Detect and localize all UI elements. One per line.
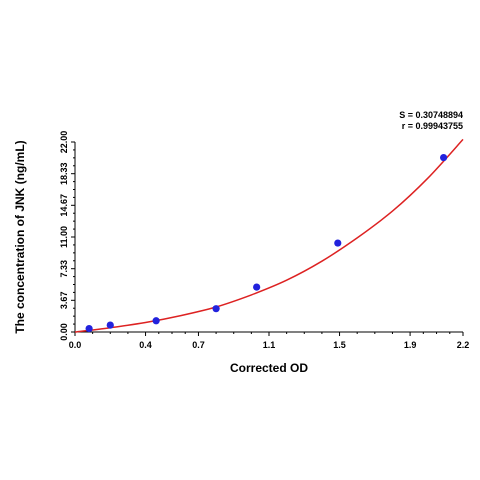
x-tick-label: 0.4 <box>139 340 152 350</box>
data-point <box>212 305 220 313</box>
data-point <box>152 317 160 325</box>
y-tick-label: 18.33 <box>59 162 69 185</box>
data-point <box>85 324 93 333</box>
y-ticks: 0.00 3.67 7.33 11.00 14.67 18.33 22.00 <box>59 131 75 341</box>
y-tick-label: 7.33 <box>59 260 69 278</box>
y-tick-label: 3.67 <box>59 292 69 310</box>
y-tick-label: 14.67 <box>59 194 69 217</box>
data-point <box>440 153 448 162</box>
y-tick-label: 22.00 <box>59 131 69 154</box>
x-axis-title: Corrected OD <box>230 361 308 375</box>
s-value-label: S = 0.30748894 <box>399 110 463 120</box>
y-axis-title: The concentration of JNK (ng/mL) <box>13 140 27 333</box>
y-tick-label: 0.00 <box>59 323 69 341</box>
r-value-label: r = 0.99943755 <box>402 121 463 131</box>
data-point <box>253 283 261 291</box>
x-tick-label: 0.7 <box>192 340 205 350</box>
x-tick-label: 1.9 <box>404 340 417 350</box>
y-tick-label: 11.00 <box>59 226 69 248</box>
data-points <box>85 153 448 333</box>
x-tick-label: 0.0 <box>69 340 82 350</box>
x-tick-label: 2.2 <box>457 340 470 350</box>
x-tick-label: 1.5 <box>333 340 346 350</box>
x-ticks: 0.0 0.4 0.7 1.1 1.5 1.9 2.2 <box>69 332 470 350</box>
fit-curve <box>74 138 464 333</box>
data-point <box>106 321 114 329</box>
x-tick-label: 1.1 <box>263 340 276 350</box>
data-point <box>334 239 342 247</box>
